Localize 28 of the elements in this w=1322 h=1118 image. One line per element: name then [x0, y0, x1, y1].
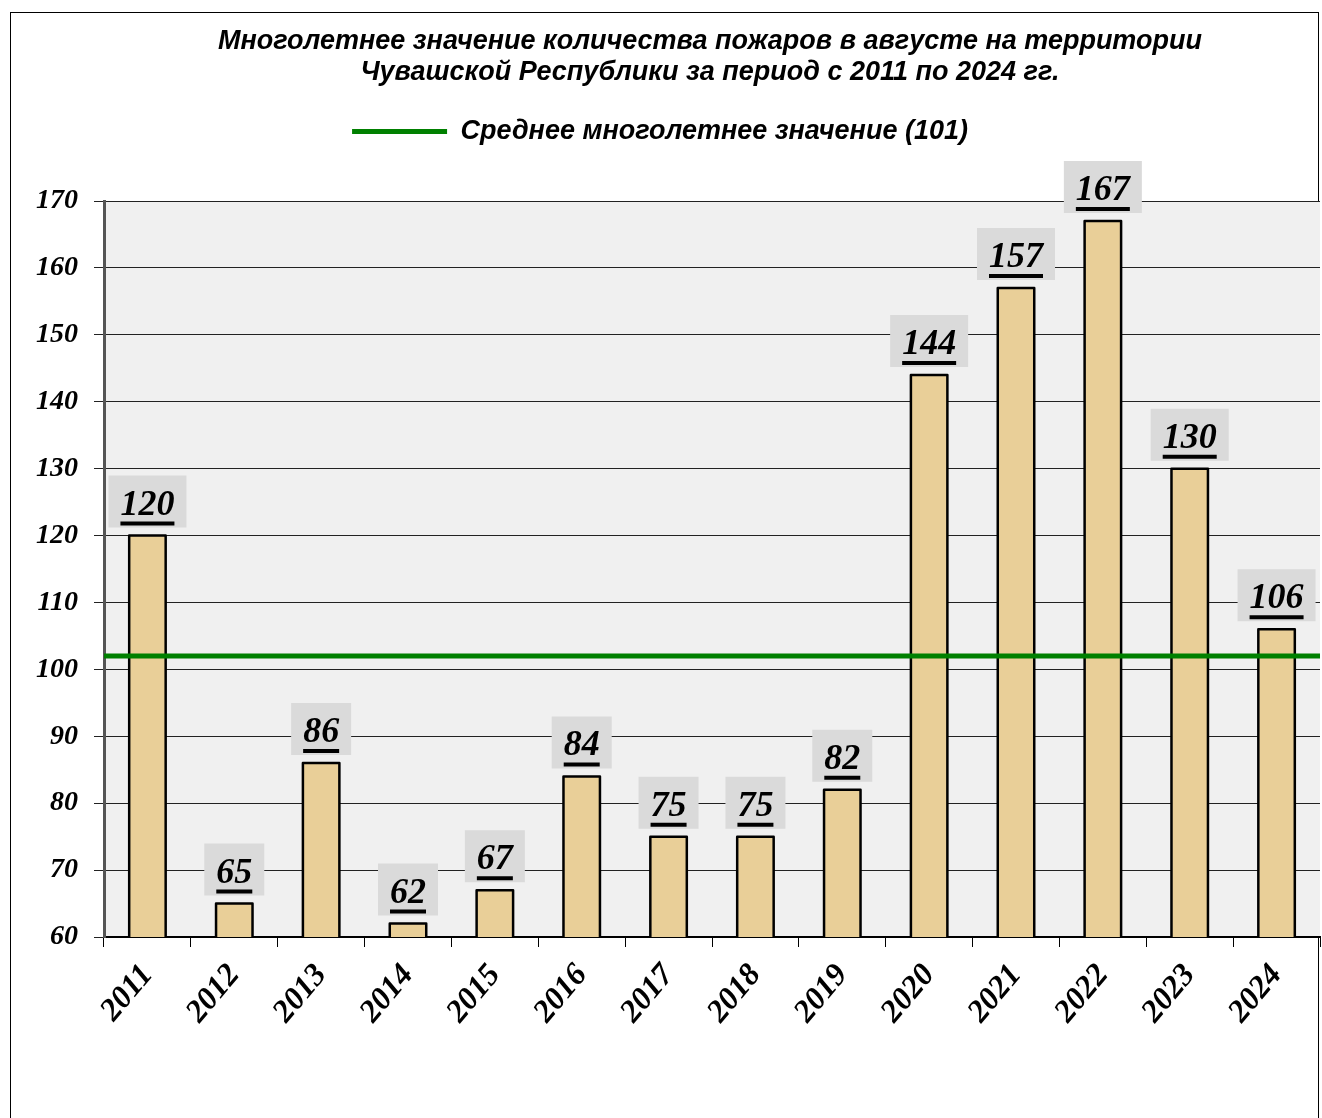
- data-label: 67: [476, 837, 515, 878]
- data-label: 130: [1162, 415, 1217, 456]
- data-label: 75: [650, 783, 687, 824]
- y-tick-label: 60: [50, 919, 78, 951]
- data-label: 144: [902, 321, 957, 362]
- y-tick-label: 80: [50, 785, 78, 817]
- data-label: 86: [303, 710, 340, 751]
- data-label: 65: [216, 850, 253, 891]
- data-label: 106: [1249, 576, 1304, 617]
- y-tick-label: 160: [36, 250, 78, 282]
- y-tick-label: 110: [37, 584, 78, 616]
- data-label: 82: [824, 736, 861, 777]
- y-tick-label: 130: [36, 450, 78, 482]
- data-label: 157: [989, 234, 1045, 275]
- y-tick-label: 70: [50, 852, 78, 884]
- y-tick-label: 170: [36, 183, 78, 215]
- legend-label: Среднее многолетнее значение (101): [460, 114, 968, 145]
- data-label: 84: [563, 723, 600, 764]
- data-label: 120: [120, 482, 175, 523]
- y-tick-label: 100: [36, 651, 78, 683]
- data-label: 75: [737, 783, 774, 824]
- data-label: 167: [1075, 168, 1132, 209]
- y-tick-label: 140: [36, 383, 78, 415]
- chart-title: Многолетнее значение количества пожаров в августе на территории Чувашской Республики за период с 2011 по 2024 гг.: [217, 25, 1203, 87]
- y-tick-label: 120: [36, 517, 78, 549]
- data-label: 62: [390, 870, 426, 911]
- y-tick-label: 90: [50, 718, 78, 750]
- y-tick-label: 150: [36, 317, 78, 349]
